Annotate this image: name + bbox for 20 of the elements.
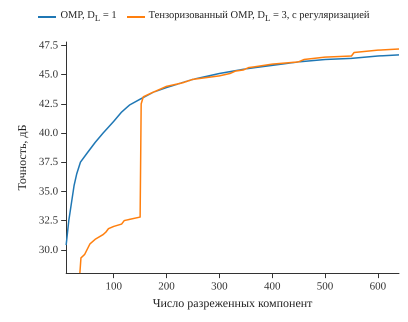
y-tick-label: 40.0 [38,127,59,140]
y-axis-title: Точность, дБ [15,124,29,191]
x-tick-label: 600 [370,280,387,293]
legend-label: Тензоризованный OMP, D$_{L}$ = 3, с регуляризацией [148,10,370,24]
legend-label: OMP, D$_{L}$ = 1 [60,10,117,24]
y-tick-label: 42.5 [38,98,59,110]
y-tick-label: 32.5 [38,214,59,227]
y-tick-label: 35.0 [38,185,59,198]
line-series [79,48,400,274]
x-tick-label: 200 [158,280,176,293]
y-tick-label: 47.5 [38,40,59,52]
line-series [65,54,400,246]
x-tick-label: 400 [264,280,281,293]
x-tick-label: 100 [105,280,122,293]
y-tick-label: 45.0 [38,68,59,81]
x-tick-label: 300 [211,280,228,293]
x-axis-title: Число разреженных компонент [152,296,314,310]
y-tick-label: 37.5 [38,156,59,168]
x-tick-label: 500 [316,280,334,293]
y-tick-label: 30.0 [38,244,59,256]
